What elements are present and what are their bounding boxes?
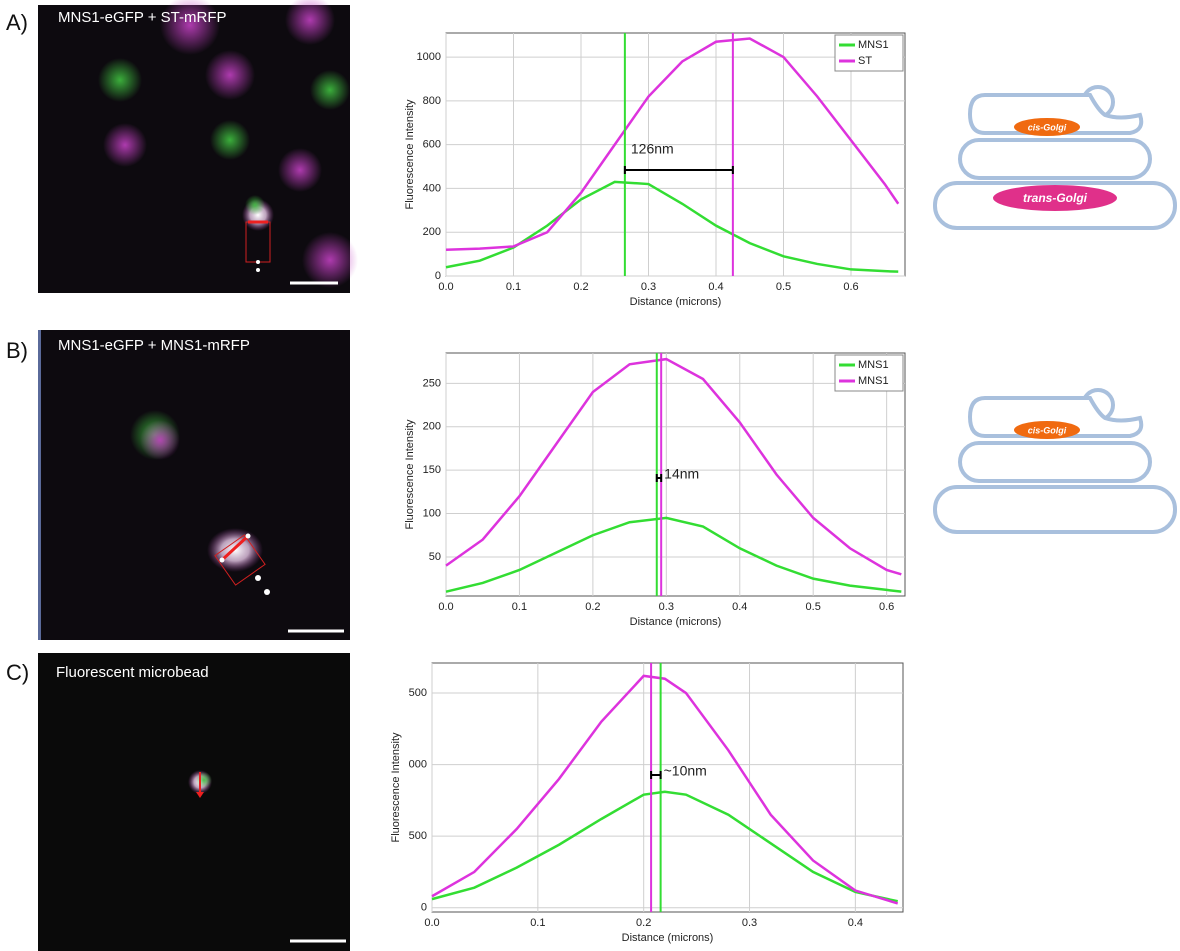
- y-tick-label: 200: [423, 226, 441, 238]
- x-tick-label: 0.3: [742, 917, 757, 929]
- golgi-label: cis-Golgi: [1028, 122, 1067, 132]
- x-tick-label: 0.2: [585, 601, 600, 613]
- series-line: [445, 37, 900, 251]
- y-tick-label: 1000: [417, 51, 441, 63]
- annotation: 14nm: [664, 466, 699, 482]
- x-tick-label: 0.1: [530, 917, 545, 929]
- x-axis-label: Distance (microns): [630, 296, 722, 308]
- image-title: MNS1-eGFP + ST-mRFP: [58, 9, 227, 26]
- y-tick-label: 500: [409, 830, 427, 842]
- x-tick-label: 0.2: [573, 281, 588, 293]
- micrograph: MNS1-eGFP + ST-mRFP: [38, 0, 358, 293]
- series-line: [445, 357, 902, 576]
- legend-label: MNS1: [858, 375, 889, 387]
- x-tick-label: 0.6: [879, 601, 894, 613]
- y-tick-label: 000: [409, 759, 427, 771]
- x-tick-label: 0.3: [659, 601, 674, 613]
- x-tick-label: 0.0: [438, 281, 453, 293]
- golgi-diagram: cis-Golgi trans-Golgi: [933, 85, 1177, 230]
- image-title: MNS1-eGFP + MNS1-mRFP: [58, 337, 250, 354]
- y-tick-label: 250: [423, 377, 441, 389]
- legend-label: ST: [858, 55, 872, 67]
- y-tick-label: 0: [435, 270, 441, 282]
- x-tick-label: 0.4: [848, 917, 863, 929]
- panel-label: A): [6, 10, 28, 35]
- legend-label: MNS1: [858, 39, 889, 51]
- annotation: ~10nm: [664, 763, 707, 779]
- legend-box: [834, 354, 904, 392]
- legend-label: MNS1: [858, 359, 889, 371]
- x-tick-label: 0.5: [806, 601, 821, 613]
- x-tick-label: 0.0: [424, 917, 439, 929]
- legend-box: [834, 34, 904, 72]
- image-title: Fluorescent microbead: [56, 664, 209, 681]
- x-tick-label: 0.3: [641, 281, 656, 293]
- y-axis-label: Fluorescence Intensity: [404, 419, 416, 530]
- panel-label: C): [6, 660, 29, 685]
- x-tick-label: 0.6: [843, 281, 858, 293]
- x-axis-label: Distance (microns): [630, 616, 722, 628]
- y-tick-label: 500: [409, 687, 427, 699]
- series-line: [431, 790, 898, 903]
- y-tick-label: 800: [423, 95, 441, 107]
- y-axis-label: Fluorescence Intensity: [404, 99, 416, 210]
- x-tick-label: 0.1: [506, 281, 521, 293]
- x-tick-label: 0.2: [636, 917, 651, 929]
- x-tick-label: 0.4: [708, 281, 723, 293]
- micrograph: MNS1-eGFP + MNS1-mRFP: [38, 330, 350, 640]
- x-tick-label: 0.5: [776, 281, 791, 293]
- x-tick-label: 0.4: [732, 601, 747, 613]
- y-axis-label: Fluorescence Intensity: [390, 732, 402, 843]
- x-axis-label: Distance (microns): [622, 932, 714, 944]
- y-tick-label: 400: [423, 182, 441, 194]
- series-line: [431, 674, 899, 905]
- micrograph: Fluorescent microbead: [38, 653, 350, 951]
- series-line: [445, 180, 899, 273]
- x-tick-label: 0.1: [512, 601, 527, 613]
- x-tick-label: 0.0: [438, 601, 453, 613]
- golgi-label: trans-Golgi: [1023, 191, 1088, 205]
- golgi-label: cis-Golgi: [1028, 425, 1067, 435]
- y-tick-label: 100: [423, 507, 441, 519]
- y-tick-label: 50: [429, 551, 441, 563]
- annotation: 126nm: [631, 141, 674, 157]
- y-tick-label: 150: [423, 464, 441, 476]
- y-tick-label: 600: [423, 139, 441, 151]
- y-tick-label: 200: [423, 421, 441, 433]
- plot-area: [445, 352, 906, 597]
- panel-label: B): [6, 338, 28, 363]
- series-line: [445, 516, 902, 593]
- y-tick-label: 0: [421, 902, 427, 914]
- golgi-diagram: cis-Golgi: [933, 388, 1177, 534]
